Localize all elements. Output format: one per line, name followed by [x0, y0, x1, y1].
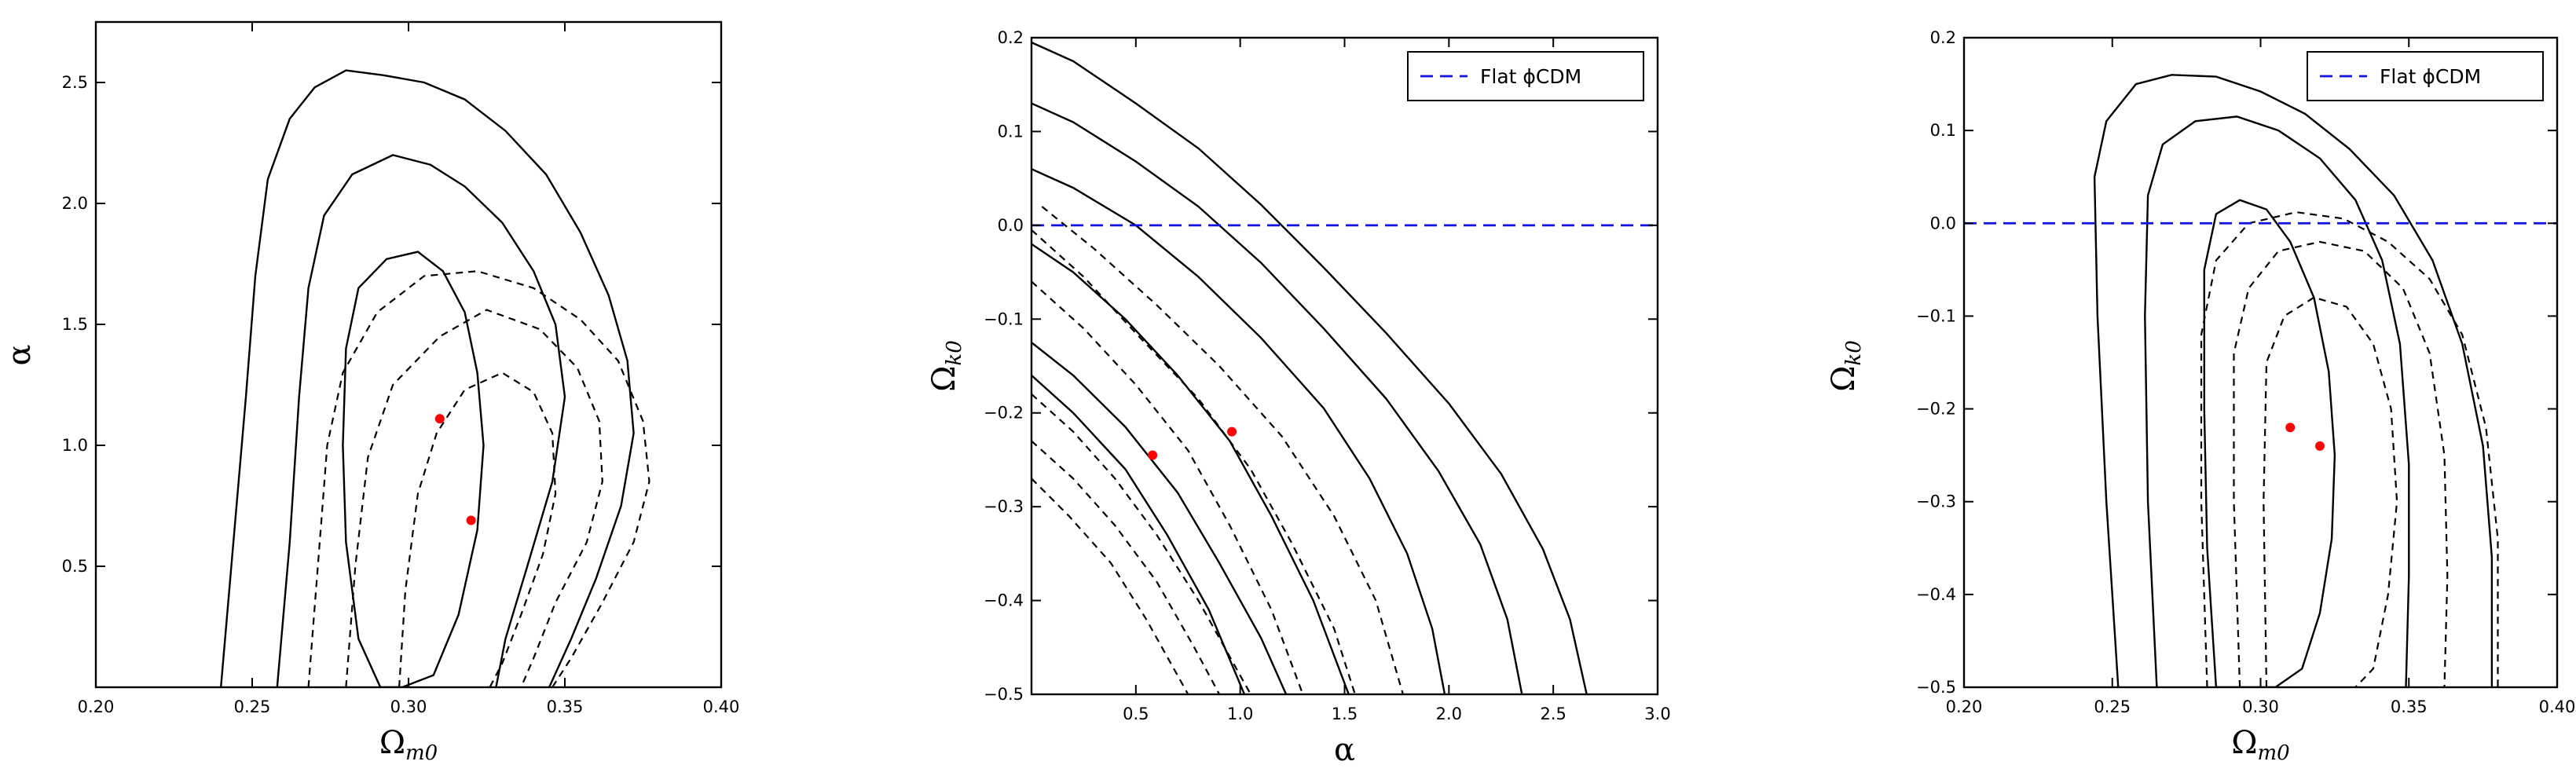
x-tick-label: 1.0 — [1227, 705, 1253, 723]
legend-right: Flat ϕCDM — [2307, 51, 2544, 101]
y-tick-label: 0.5 — [62, 557, 88, 576]
y-tick-label: −0.4 — [984, 591, 1024, 610]
contour-dashed-4 — [2233, 240, 2449, 687]
contour-solid-1 — [2144, 115, 2410, 687]
x-tick-label: 0.40 — [2539, 697, 2576, 716]
y-tick-label: −0.3 — [984, 497, 1024, 516]
x-tick-label: 2.5 — [1540, 705, 1566, 723]
y-tick-label: 0.2 — [998, 28, 1024, 47]
contour-dashed-4 — [345, 309, 603, 687]
x-tick-label: 0.30 — [2242, 697, 2279, 716]
x-tick-label: 0.35 — [547, 697, 584, 716]
y-tick-label: −0.1 — [984, 309, 1024, 328]
y-tick-label: 2.5 — [62, 73, 88, 92]
contour-solid-0 — [220, 69, 635, 687]
y-tick-label: 0.2 — [1930, 28, 1956, 47]
contour-solid-2 — [2203, 199, 2336, 687]
panel-right: 0.20 0.25 0.30 0.35 0.40 −0.5 −0.4 −0.3 −0.2 −0.1… — [1826, 28, 2575, 765]
x-tick-label: 1.5 — [1332, 705, 1358, 723]
y-tick-label: 0.1 — [1930, 121, 1956, 140]
plot-area-middle — [1031, 41, 1658, 694]
contour-solid-1 — [1031, 102, 1523, 694]
best-fit-point-1 — [466, 515, 476, 525]
x-axis-label-left: Ωm0 — [379, 725, 438, 765]
contour-dashed-10 — [1031, 440, 1221, 694]
x-tick-label: 2.0 — [1436, 705, 1462, 723]
x-axis-label-middle: α — [1334, 732, 1355, 768]
legend-entry: Flat ϕCDM — [2380, 65, 2481, 88]
x-tick-label: 0.25 — [2094, 697, 2131, 716]
contour-solid-1 — [276, 154, 566, 687]
contour-solid-5 — [1031, 375, 1246, 694]
legend-entry: Flat ϕCDM — [1480, 65, 1581, 88]
y-tick-label: 2.0 — [62, 194, 88, 213]
axes-frame-right — [1962, 36, 2559, 689]
plot-area-right — [1964, 74, 2557, 687]
axes-frame-left — [94, 20, 723, 689]
contour-dashed-9 — [1031, 393, 1251, 694]
x-tick-label: 0.20 — [1946, 697, 1983, 716]
best-fit-point-0 — [2285, 423, 2296, 433]
x-axis-label-right: Ωm0 — [2231, 725, 2289, 765]
y-axis-label-left: α — [2, 344, 38, 365]
legend-middle: Flat ϕCDM — [1407, 51, 1644, 101]
x-tick-label: 0.5 — [1123, 705, 1149, 723]
x-tick-label: 0.30 — [390, 697, 427, 716]
best-fit-point-1 — [2315, 441, 2325, 451]
contour-dashed-5 — [2263, 296, 2398, 687]
contour-solid-0 — [1031, 41, 1588, 694]
y-axis-label-right: Ωk0 — [1826, 340, 1866, 391]
contour-solid-4 — [1031, 342, 1288, 694]
contour-dashed-5 — [398, 372, 557, 687]
contour-solid-3 — [1031, 243, 1350, 694]
y-tick-label: 1.0 — [62, 436, 88, 455]
y-tick-label: −0.5 — [984, 685, 1024, 704]
x-tick-label: 0.25 — [234, 697, 271, 716]
x-tick-label: 0.35 — [2391, 697, 2428, 716]
x-tick-label: 3.0 — [1644, 705, 1670, 723]
axes-frame-middle — [1030, 36, 1659, 696]
y-tick-label: −0.5 — [1916, 678, 1956, 697]
contour-dashed-3 — [307, 270, 650, 687]
plot-area-left — [220, 69, 650, 687]
contour-solid-0 — [2093, 74, 2494, 687]
y-tick-label: −0.1 — [1916, 306, 1956, 325]
y-tick-label: −0.2 — [984, 404, 1024, 423]
panel-left: 0.20 0.25 0.30 0.35 0.40 0.5 1.0 1.5 2.0 2.5 Ωm0 α — [2, 20, 740, 765]
y-tick-label: 0.1 — [998, 122, 1024, 141]
y-tick-label: −0.3 — [1916, 492, 1956, 511]
best-fit-point-0 — [434, 414, 445, 424]
contour-dashed-11 — [1031, 478, 1189, 694]
y-tick-label: −0.4 — [1916, 585, 1956, 604]
y-tick-label: −0.2 — [1916, 400, 1956, 419]
contour-dashed-6 — [1041, 206, 1404, 694]
contour-dashed-8 — [1031, 280, 1304, 694]
y-axis-label-middle: Ωk0 — [926, 340, 966, 391]
best-fit-point-1 — [1227, 426, 1237, 437]
y-tick-label: 0.0 — [998, 216, 1024, 235]
y-tick-label: 0.0 — [1930, 214, 1956, 232]
contour-dashed-7 — [1031, 229, 1356, 694]
contour-solid-2 — [1031, 168, 1446, 694]
contour-dashed-3 — [2200, 210, 2499, 687]
x-tick-label: 0.40 — [703, 697, 740, 716]
y-tick-label: 1.5 — [62, 315, 88, 334]
x-tick-label: 0.20 — [78, 697, 115, 716]
panel-middle: 0.5 1.0 1.5 2.0 2.5 3.0 −0.5 −0.4 −0.3 −0.2 −0.1 0.… — [926, 28, 1671, 768]
contour-solid-2 — [342, 251, 485, 687]
best-fit-point-0 — [1148, 450, 1158, 460]
